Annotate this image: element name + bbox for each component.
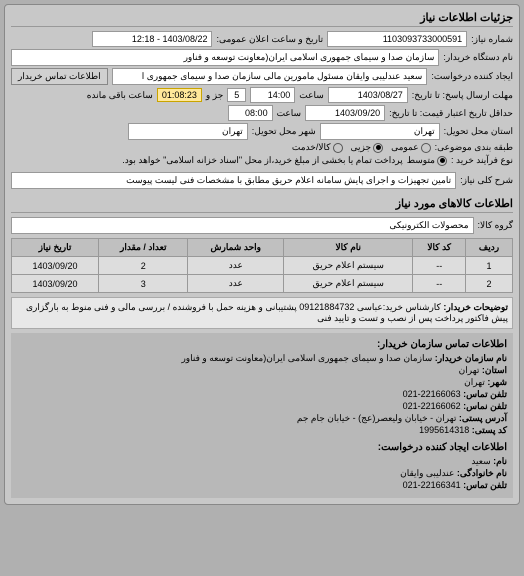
remain-days: 5 xyxy=(227,88,246,102)
valid-date: 1403/09/20 xyxy=(305,105,385,121)
city-value: تهران xyxy=(128,123,248,140)
table-header: تعداد / مقدار xyxy=(99,239,188,257)
table-cell: سیستم اعلام حریق xyxy=(284,257,413,275)
valid-hour: 08:00 xyxy=(228,105,273,121)
table-header: تاریخ نیاز xyxy=(12,239,99,257)
creator-value: سعید عندلیبی وایقان مسئول مامورین مالی س… xyxy=(112,68,428,85)
notes-text: کارشناس خرید:عباسی 09121884732 پشتیبانی … xyxy=(26,302,508,323)
notes-label: توضیحات خریدار: xyxy=(443,302,508,312)
c-ctel: 22166341-021 xyxy=(403,480,461,490)
budget-radio-group: عمومی جزیی کالا/خدمت xyxy=(292,142,431,153)
contact-title: اطلاعات تماس سازمان خریدار: xyxy=(17,339,507,350)
buyer-org-label: نام دستگاه خریدار: xyxy=(443,52,513,63)
table-cell: 2 xyxy=(99,257,188,275)
c-fax: 22166062-021 xyxy=(403,401,461,411)
group-label: گروه کالا: xyxy=(478,220,513,231)
table-cell: عدد xyxy=(188,275,284,293)
table-cell: 1 xyxy=(466,257,513,275)
table-row: 1--سیستم اعلام حریقعدد21403/09/20 xyxy=(12,257,513,275)
c-org-lbl: نام سازمان خریدار: xyxy=(435,353,507,363)
table-cell: 2 xyxy=(466,275,513,293)
details-panel: جزئیات اطلاعات نیاز شماره نیاز: 11030937… xyxy=(4,4,520,505)
desc-value: تامین تجهیزات و اجرای پایش سامانه اعلام … xyxy=(11,172,456,189)
req-no-label: شماره نیاز: xyxy=(471,34,513,45)
contact-button[interactable]: اطلاعات تماس خریدار xyxy=(11,68,108,85)
table-header: نام کالا xyxy=(284,239,413,257)
prov-label: استان محل تحویل: xyxy=(444,126,513,137)
budget-opt-0[interactable]: عمومی xyxy=(391,142,431,153)
buy-type-opt[interactable]: متوسط xyxy=(407,155,447,166)
c-lname-lbl: نام خانوادگی: xyxy=(457,468,507,478)
contact-sub-title: اطلاعات ایجاد کننده درخواست: xyxy=(17,442,507,453)
contact-section: اطلاعات تماس سازمان خریدار: نام سازمان خ… xyxy=(11,333,513,498)
table-header: ردیف xyxy=(466,239,513,257)
table-header: کد کالا xyxy=(413,239,466,257)
panel-title: جزئیات اطلاعات نیاز xyxy=(11,11,513,27)
table-header: واحد شمارش xyxy=(188,239,284,257)
c-fname-lbl: نام: xyxy=(493,456,507,466)
c-addr: تهران - خیابان ولیعصر(عج) - خیابان جام ج… xyxy=(297,413,457,423)
table-cell: عدد xyxy=(188,257,284,275)
budget-label: طبقه بندی موضوعی: xyxy=(435,142,513,153)
c-fax-lbl: تلفن نماس: xyxy=(463,401,507,411)
valid-hour-label: ساعت xyxy=(277,108,302,119)
c-fname: سعید xyxy=(471,456,490,466)
pub-time-label: تاریخ و ساعت اعلان عمومی: xyxy=(216,34,323,45)
table-cell: -- xyxy=(413,257,466,275)
table-cell: 3 xyxy=(99,275,188,293)
table-cell: سیستم اعلام حریق xyxy=(284,275,413,293)
c-lname: عندلیبی وایقان xyxy=(400,468,454,478)
table-cell: -- xyxy=(413,275,466,293)
remain-time: 01:08:23 xyxy=(157,88,202,102)
goods-title: اطلاعات کالاهای مورد نیاز xyxy=(11,197,513,213)
buy-type-label: نوع فرآیند خرید : xyxy=(451,155,513,166)
buy-type-note: پرداخت تمام یا بخشی از مبلغ خرید،از محل … xyxy=(11,155,403,166)
deadline-label: مهلت ارسال پاسخ: تا تاریخ: xyxy=(412,90,513,101)
group-value: محصولات الکترونیکی xyxy=(11,217,474,234)
c-post: 1995614318 xyxy=(419,425,469,435)
c-ctel-lbl: تلفن تماس: xyxy=(463,480,507,490)
c-org: سازمان صدا و سیمای جمهوری اسلامی ایران(م… xyxy=(181,353,432,363)
remain-label2: ساعت باقی مانده xyxy=(87,90,153,101)
creator-label: ایجاد کننده درخواست: xyxy=(431,71,513,82)
budget-opt-2[interactable]: کالا/خدمت xyxy=(292,142,343,153)
c-tel-lbl: تلفن تماس: xyxy=(463,389,507,399)
valid-label: حداقل تاریخ اعتبار قیمت: تا تاریخ: xyxy=(389,108,513,119)
c-prov: تهران xyxy=(459,365,480,375)
c-city: تهران xyxy=(464,377,485,387)
c-addr-lbl: آدرس پستی: xyxy=(459,413,507,423)
prov-value: تهران xyxy=(320,123,440,140)
table-cell: 1403/09/20 xyxy=(12,275,99,293)
budget-opt-1[interactable]: جزیی xyxy=(351,142,384,153)
goods-table: ردیفکد کالانام کالاواحد شمارشتعداد / مقد… xyxy=(11,238,513,293)
remain-label1: جز و xyxy=(206,90,223,101)
table-cell: 1403/09/20 xyxy=(12,257,99,275)
c-city-lbl: شهر: xyxy=(487,377,507,387)
deadline-hour: 14:00 xyxy=(250,87,295,103)
table-row: 2--سیستم اعلام حریقعدد31403/09/20 xyxy=(12,275,513,293)
buyer-notes-box: توضیحات خریدار: کارشناس خرید:عباسی 09121… xyxy=(11,297,513,329)
city-label: شهر محل تحویل: xyxy=(252,126,316,137)
c-tel: 22166063-021 xyxy=(403,389,461,399)
desc-label: شرح کلی نیاز: xyxy=(460,175,513,186)
c-post-lbl: کد پستی: xyxy=(472,425,507,435)
pub-time-value: 1403/08/22 - 12:18 xyxy=(92,31,212,47)
req-no-value: 1103093733000591 xyxy=(327,31,467,47)
deadline-hour-label: ساعت xyxy=(299,90,324,101)
c-prov-lbl: استان: xyxy=(482,365,507,375)
buyer-org-value: سازمان صدا و سیمای جمهوری اسلامی ایران(م… xyxy=(11,49,439,66)
deadline-date: 1403/08/27 xyxy=(328,87,408,103)
